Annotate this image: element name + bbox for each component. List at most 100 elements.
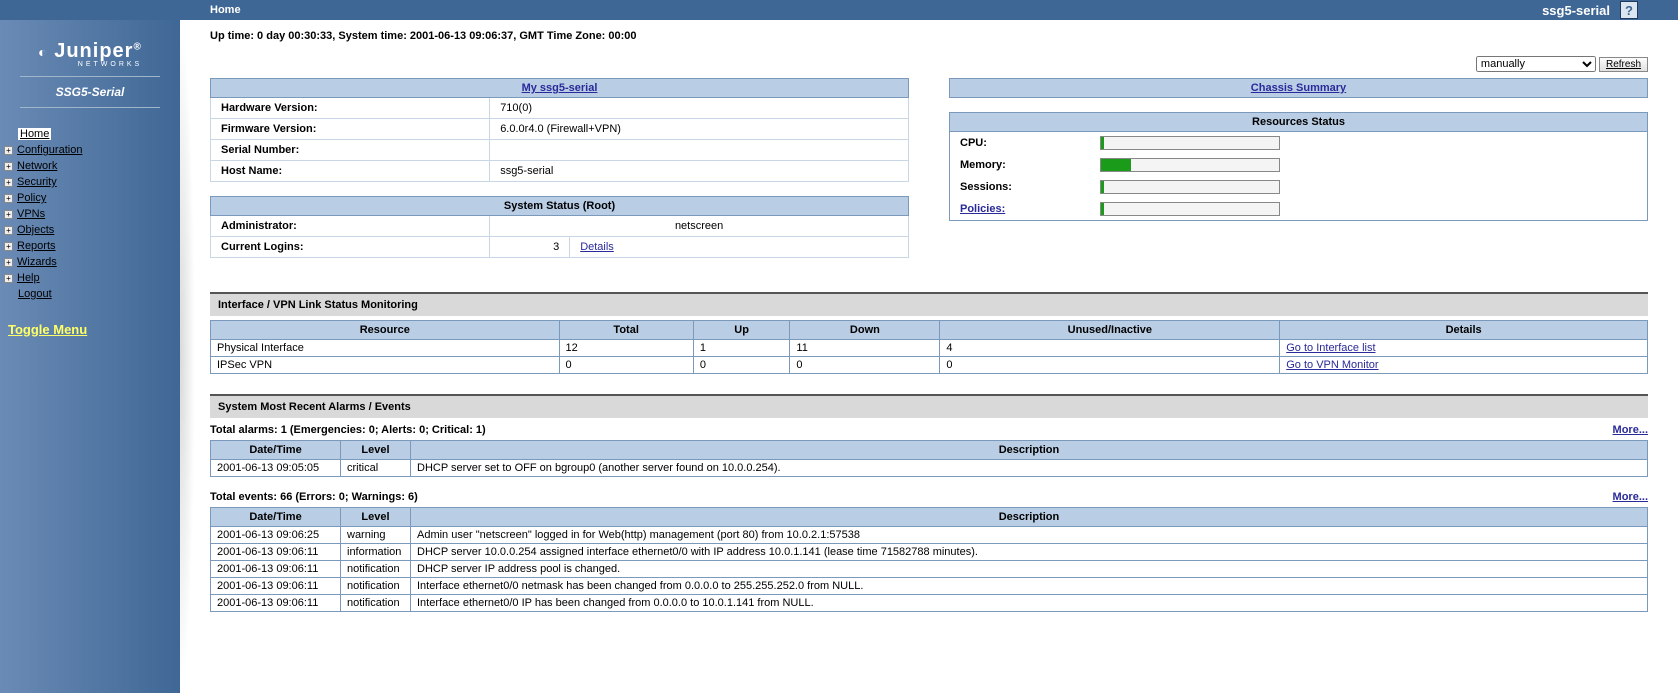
hn-value: ssg5-serial	[490, 161, 909, 182]
device-title-link[interactable]: My ssg5-serial	[522, 82, 598, 94]
table-row: 2001-06-13 09:06:11notificationDHCP serv…	[211, 561, 1648, 578]
system-status-title: System Status (Root)	[211, 197, 909, 216]
expand-icon[interactable]: +	[4, 242, 13, 251]
brand-logo: ◐ Juniper®	[0, 40, 180, 63]
resource-label: Memory:	[950, 154, 1090, 176]
table-row: Physical Interface121114Go to Interface …	[211, 340, 1648, 357]
sidebar: ◐ Juniper® NETWORKS SSG5-Serial Home+Con…	[0, 20, 180, 693]
sidebar-item-help[interactable]: + Help	[4, 270, 180, 286]
table-row: 2001-06-13 09:05:05criticalDHCP server s…	[211, 460, 1648, 477]
device-id: ssg5-serial	[1542, 3, 1610, 18]
fw-label: Firmware Version:	[211, 119, 490, 140]
nav-menu: Home + Configuration + Network + Security + Poli…	[0, 126, 180, 302]
col-header: Unused/Inactive	[940, 321, 1280, 340]
table-row: 2001-06-13 09:06:11notificationInterface…	[211, 595, 1648, 612]
table-row: IPSec VPN0000Go to VPN Monitor	[211, 357, 1648, 374]
sidebar-item-home[interactable]: Home	[4, 126, 180, 142]
sidebar-item-network[interactable]: + Network	[4, 158, 180, 174]
nav-link[interactable]: Home	[18, 128, 51, 140]
resource-row: Policies:	[950, 198, 1648, 221]
events-summary: Total events: 66 (Errors: 0; Warnings: 6…	[210, 491, 418, 503]
col-header: Up	[693, 321, 790, 340]
table-row: 2001-06-13 09:06:25warningAdmin user "ne…	[211, 527, 1648, 544]
sidebar-item-configuration[interactable]: + Configuration	[4, 142, 180, 158]
nav-link[interactable]: Logout	[18, 288, 52, 300]
nav-link[interactable]: Objects	[17, 224, 54, 236]
resource-bar	[1100, 180, 1280, 194]
help-icon[interactable]: ?	[1620, 1, 1638, 19]
resource-row: Memory:	[950, 154, 1648, 176]
events-grid: Date/TimeLevelDescription2001-06-13 09:0…	[210, 507, 1648, 612]
table-row: 2001-06-13 09:06:11notificationInterface…	[211, 578, 1648, 595]
nav-link[interactable]: Network	[17, 160, 57, 172]
resource-bar	[1100, 202, 1280, 216]
sn-label: Serial Number:	[211, 140, 490, 161]
expand-icon[interactable]: +	[4, 274, 13, 283]
hw-value: 710(0)	[490, 98, 909, 119]
col-header: Details	[1280, 321, 1648, 340]
resource-bar	[1100, 136, 1280, 150]
col-header: Resource	[211, 321, 560, 340]
admin-value: netscreen	[490, 216, 909, 237]
fw-value: 6.0.0r4.0 (Firewall+VPN)	[490, 119, 909, 140]
col-header: Description	[411, 508, 1648, 527]
system-status-panel: System Status (Root) Administrator: nets…	[210, 196, 909, 258]
resource-bar	[1100, 158, 1280, 172]
interface-grid: ResourceTotalUpDownUnused/InactiveDetail…	[210, 320, 1648, 374]
chassis-title-link[interactable]: Chassis Summary	[1251, 82, 1346, 94]
sidebar-device-name: SSG5-Serial	[0, 85, 180, 99]
sidebar-item-reports[interactable]: + Reports	[4, 238, 180, 254]
logins-value: 3	[490, 237, 570, 258]
expand-icon[interactable]: +	[4, 210, 13, 219]
sidebar-item-vpns[interactable]: + VPNs	[4, 206, 180, 222]
nav-link[interactable]: Policy	[17, 192, 46, 204]
nav-link[interactable]: Help	[17, 272, 40, 284]
logins-label: Current Logins:	[211, 237, 490, 258]
col-header: Date/Time	[211, 508, 341, 527]
sidebar-item-policy[interactable]: + Policy	[4, 190, 180, 206]
refresh-button[interactable]: Refresh	[1599, 57, 1648, 72]
sidebar-item-wizards[interactable]: + Wizards	[4, 254, 180, 270]
resource-row: Sessions:	[950, 176, 1648, 198]
logins-details-link[interactable]: Details	[580, 241, 614, 253]
resource-label: Policies:	[950, 198, 1090, 221]
resource-row: CPU:	[950, 132, 1648, 155]
resource-label: CPU:	[950, 132, 1090, 155]
table-row: 2001-06-13 09:06:11informationDHCP serve…	[211, 544, 1648, 561]
resources-title: Resources Status	[950, 113, 1648, 132]
policies-link[interactable]: Policies:	[960, 203, 1005, 215]
sidebar-item-logout[interactable]: Logout	[4, 286, 180, 302]
device-info-panel: My ssg5-serial Hardware Version: 710(0) …	[210, 78, 909, 182]
expand-icon[interactable]: +	[4, 258, 13, 267]
col-header: Level	[341, 508, 411, 527]
nav-link[interactable]: Security	[17, 176, 57, 188]
detail-link[interactable]: Go to Interface list	[1286, 342, 1375, 354]
expand-icon[interactable]: +	[4, 162, 13, 171]
topbar: Home ssg5-serial ?	[0, 0, 1678, 20]
detail-link[interactable]: Go to VPN Monitor	[1286, 359, 1378, 371]
col-header: Level	[341, 441, 411, 460]
expand-icon[interactable]: +	[4, 194, 13, 203]
sidebar-item-objects[interactable]: + Objects	[4, 222, 180, 238]
sn-value	[490, 140, 909, 161]
uptime-line: Up time: 0 day 00:30:33, System time: 20…	[210, 30, 1648, 42]
refresh-select[interactable]: manually	[1476, 56, 1596, 72]
nav-link[interactable]: Reports	[17, 240, 56, 252]
sidebar-item-security[interactable]: + Security	[4, 174, 180, 190]
toggle-menu-link[interactable]: Toggle Menu	[8, 322, 87, 337]
resource-label: Sessions:	[950, 176, 1090, 198]
admin-label: Administrator:	[211, 216, 490, 237]
breadcrumb: Home	[210, 4, 241, 16]
expand-icon[interactable]: +	[4, 146, 13, 155]
interface-section-header: Interface / VPN Link Status Monitoring	[210, 292, 1648, 316]
events-more-link[interactable]: More...	[1613, 491, 1648, 503]
alarms-grid: Date/TimeLevelDescription2001-06-13 09:0…	[210, 440, 1648, 477]
hn-label: Host Name:	[211, 161, 490, 182]
nav-link[interactable]: Wizards	[17, 256, 57, 268]
nav-link[interactable]: Configuration	[17, 144, 82, 156]
nav-link[interactable]: VPNs	[17, 208, 45, 220]
expand-icon[interactable]: +	[4, 178, 13, 187]
chassis-summary-panel: Chassis Summary	[949, 78, 1648, 98]
alarms-more-link[interactable]: More...	[1613, 424, 1648, 436]
expand-icon[interactable]: +	[4, 226, 13, 235]
